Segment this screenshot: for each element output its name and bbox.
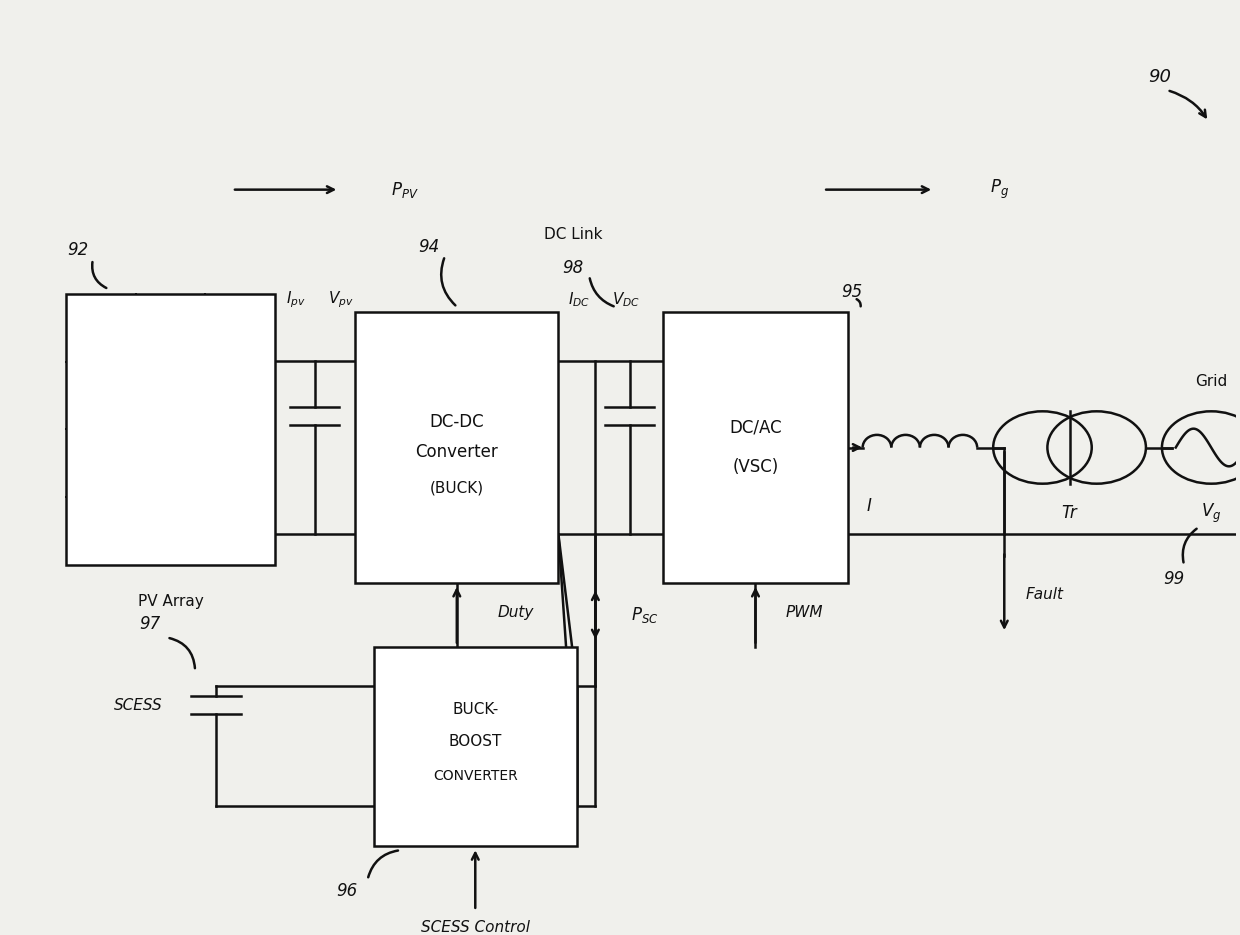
Bar	[66, 294, 275, 565]
Text: $I_{DC}$: $I_{DC}$	[568, 291, 590, 309]
Text: 95: 95	[841, 283, 862, 301]
Text: PWM: PWM	[786, 605, 823, 620]
Text: DC-DC: DC-DC	[429, 413, 484, 431]
Text: 96: 96	[336, 882, 357, 899]
Text: BUCK-: BUCK-	[453, 702, 498, 717]
Text: 92: 92	[67, 241, 89, 259]
Text: 97: 97	[139, 615, 160, 633]
Text: Converter: Converter	[415, 443, 498, 461]
Text: Tr: Tr	[1061, 504, 1078, 522]
Text: (BUCK): (BUCK)	[430, 481, 484, 496]
Bar	[355, 311, 558, 583]
Bar	[663, 311, 848, 583]
Text: DC/AC: DC/AC	[729, 419, 781, 437]
Text: CONVERTER: CONVERTER	[433, 769, 517, 783]
Text: Fault: Fault	[1025, 587, 1064, 602]
Text: $P_{PV}$: $P_{PV}$	[391, 180, 418, 200]
Text: I: I	[867, 497, 872, 515]
Text: 99: 99	[1163, 569, 1185, 588]
Text: SCESS: SCESS	[114, 698, 162, 712]
Text: $V_{pv}$: $V_{pv}$	[327, 290, 353, 310]
Text: $V_g$: $V_g$	[1202, 502, 1221, 525]
Text: Duty: Duty	[497, 605, 534, 620]
Text: Grid: Grid	[1195, 374, 1228, 389]
Text: $V_{DC}$: $V_{DC}$	[613, 291, 640, 309]
Text: 94: 94	[418, 237, 440, 255]
Text: DC Link: DC Link	[544, 227, 603, 242]
Text: $P_{SC}$: $P_{SC}$	[631, 605, 658, 625]
Text: 90: 90	[1148, 67, 1171, 85]
Text: PV Array: PV Array	[138, 594, 203, 609]
Text: 98: 98	[563, 259, 584, 278]
Text: $P_g$: $P_g$	[990, 178, 1009, 201]
Text: SCESS Control: SCESS Control	[420, 919, 529, 934]
Text: BOOST: BOOST	[449, 734, 502, 749]
Bar	[373, 646, 577, 845]
Text: (VSC): (VSC)	[733, 458, 779, 477]
Text: $I_{pv}$: $I_{pv}$	[286, 290, 306, 310]
